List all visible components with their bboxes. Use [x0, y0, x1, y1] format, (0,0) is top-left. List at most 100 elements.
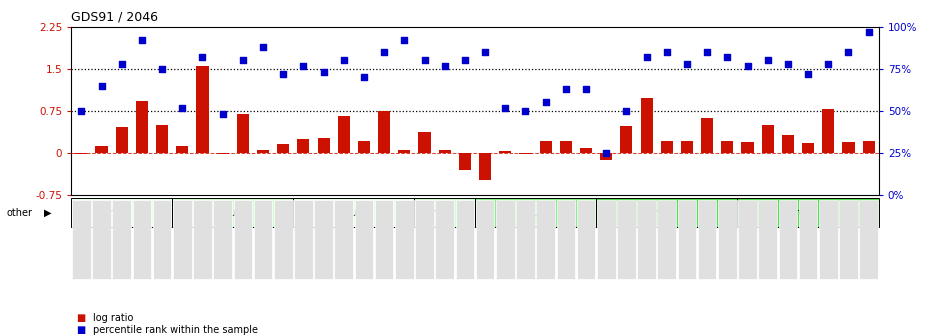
Point — [175, 105, 190, 110]
FancyBboxPatch shape — [637, 200, 656, 279]
Point — [760, 58, 775, 63]
Point — [316, 70, 332, 75]
Point — [821, 61, 836, 67]
Bar — [459, 153, 471, 170]
Point — [740, 63, 755, 68]
FancyBboxPatch shape — [677, 200, 696, 279]
Point — [276, 71, 291, 77]
Point — [295, 63, 311, 68]
Text: ■: ■ — [76, 325, 86, 335]
Bar — [378, 111, 390, 153]
Point — [720, 54, 735, 60]
Text: group 2: group 2 — [214, 208, 252, 217]
Point — [356, 75, 371, 80]
Bar — [116, 127, 127, 153]
FancyBboxPatch shape — [557, 200, 575, 279]
Text: group 7: group 7 — [789, 208, 826, 217]
Text: group 6: group 6 — [648, 208, 686, 217]
FancyBboxPatch shape — [597, 198, 737, 227]
Point — [498, 105, 513, 110]
FancyBboxPatch shape — [334, 200, 353, 279]
Point — [74, 108, 89, 114]
FancyBboxPatch shape — [71, 198, 172, 227]
FancyBboxPatch shape — [112, 200, 131, 279]
Bar — [177, 146, 188, 153]
FancyBboxPatch shape — [456, 200, 474, 279]
FancyBboxPatch shape — [92, 200, 111, 279]
Point — [256, 44, 271, 50]
FancyBboxPatch shape — [314, 200, 332, 279]
Text: ▶: ▶ — [44, 208, 51, 217]
FancyBboxPatch shape — [516, 200, 535, 279]
Bar — [540, 140, 552, 153]
FancyBboxPatch shape — [618, 200, 636, 279]
FancyBboxPatch shape — [657, 200, 676, 279]
Point — [376, 49, 391, 55]
FancyBboxPatch shape — [819, 200, 838, 279]
Bar — [256, 150, 269, 153]
Bar — [398, 150, 410, 153]
Bar — [217, 153, 229, 154]
FancyBboxPatch shape — [172, 198, 294, 227]
Point — [639, 54, 655, 60]
Point — [679, 61, 694, 67]
FancyBboxPatch shape — [860, 200, 878, 279]
Bar — [661, 140, 673, 153]
Text: ■: ■ — [76, 312, 86, 323]
Bar — [823, 109, 834, 153]
FancyBboxPatch shape — [72, 200, 90, 279]
Bar — [237, 114, 249, 153]
FancyBboxPatch shape — [133, 200, 151, 279]
Bar — [479, 153, 491, 180]
Point — [417, 58, 432, 63]
Point — [579, 86, 594, 92]
FancyBboxPatch shape — [234, 200, 252, 279]
Bar — [681, 140, 694, 153]
FancyBboxPatch shape — [537, 200, 555, 279]
Bar — [620, 126, 633, 153]
Bar — [640, 98, 653, 153]
FancyBboxPatch shape — [173, 200, 192, 279]
Bar — [520, 153, 532, 154]
FancyBboxPatch shape — [414, 198, 475, 227]
FancyBboxPatch shape — [294, 198, 414, 227]
Text: log ratio: log ratio — [93, 312, 133, 323]
Bar — [297, 139, 310, 153]
Text: percentile rank within the sample: percentile rank within the sample — [93, 325, 258, 335]
Bar — [317, 138, 330, 153]
Point — [699, 49, 714, 55]
Bar — [863, 140, 875, 153]
Bar — [500, 151, 511, 153]
FancyBboxPatch shape — [737, 198, 879, 227]
Bar — [701, 118, 713, 153]
Text: group 4: group 4 — [426, 208, 464, 217]
Text: GDS91 / 2046: GDS91 / 2046 — [71, 10, 159, 23]
FancyBboxPatch shape — [476, 200, 494, 279]
Bar — [580, 149, 592, 153]
Bar — [843, 142, 855, 153]
FancyBboxPatch shape — [738, 200, 757, 279]
FancyBboxPatch shape — [839, 200, 858, 279]
Point — [538, 100, 553, 105]
FancyBboxPatch shape — [799, 200, 817, 279]
FancyBboxPatch shape — [415, 200, 434, 279]
Point — [437, 63, 452, 68]
Bar — [95, 146, 107, 153]
FancyBboxPatch shape — [294, 200, 313, 279]
FancyBboxPatch shape — [193, 200, 212, 279]
Point — [780, 61, 795, 67]
FancyBboxPatch shape — [375, 200, 393, 279]
Point — [861, 29, 876, 35]
Bar — [197, 66, 209, 153]
Point — [518, 108, 533, 114]
FancyBboxPatch shape — [153, 200, 171, 279]
FancyBboxPatch shape — [274, 200, 293, 279]
Bar — [721, 140, 733, 153]
FancyBboxPatch shape — [698, 200, 716, 279]
FancyBboxPatch shape — [214, 200, 232, 279]
FancyBboxPatch shape — [395, 200, 413, 279]
Point — [598, 150, 614, 156]
Text: group 1: group 1 — [103, 208, 141, 217]
Point — [114, 61, 129, 67]
Point — [801, 71, 816, 77]
